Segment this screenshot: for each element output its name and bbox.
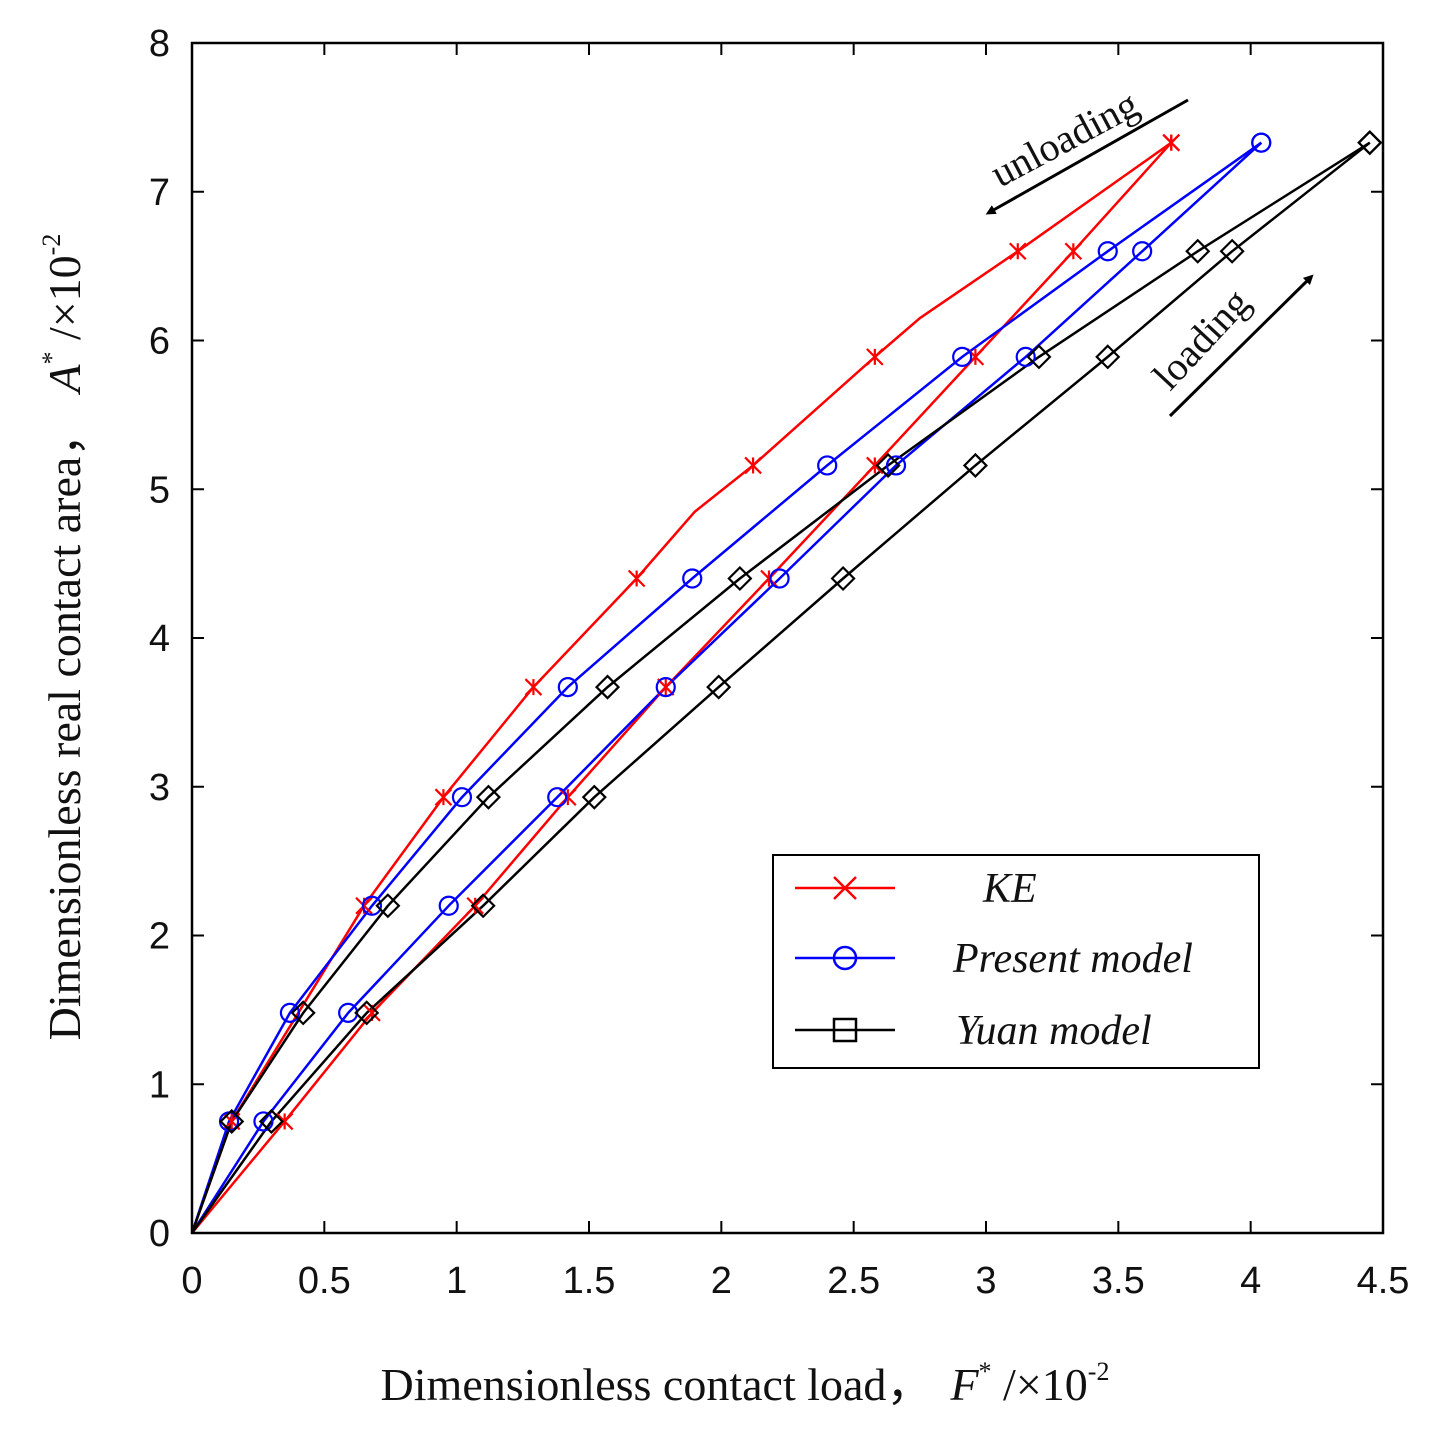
present-model-loading-point [769, 568, 790, 589]
yuan-model-loading-point [706, 674, 732, 700]
x-tick-label: 1 [446, 1260, 467, 1302]
yuan-model-unloading-line [190, 141, 1371, 1234]
x-tick-label: 3 [975, 1260, 996, 1302]
series-layer [190, 130, 1383, 1234]
loading-arrow [1168, 274, 1314, 418]
legend-entry-ke: KE [795, 866, 1037, 912]
yuan-model-unloading-point [1185, 238, 1211, 264]
yuan-model-loading-point [962, 452, 988, 479]
ke-unloading-point [744, 456, 762, 475]
yuan-model-loading-point [1095, 344, 1121, 370]
x-tick-label: 2 [711, 1260, 732, 1302]
x-tick-label: 4.5 [1357, 1260, 1410, 1302]
y-axis-label: Dimensionless real contact area，A* /×10-… [37, 234, 90, 1041]
ke-loading-point [1064, 242, 1083, 261]
x-tick-label: 1.5 [563, 1260, 616, 1302]
yuan-model-loading-point [581, 784, 607, 810]
ke-loading-point [760, 569, 778, 588]
legend-entry-yuan-model: Yuan model [795, 1008, 1152, 1054]
yuan-model-loading-point [470, 893, 496, 919]
present-model-unloading-point [952, 346, 973, 367]
present-model-unloading-point [682, 568, 703, 589]
y-tick-label: 8 [149, 23, 170, 65]
present-model-loading-point [655, 676, 676, 698]
present-model-unloading-point [361, 895, 383, 916]
legend-label-present-model: Present model [952, 936, 1193, 982]
ke-loading-point [275, 1112, 294, 1131]
x-tick-label: 4 [1240, 1260, 1261, 1302]
present-model-unloading-line [190, 141, 1263, 1234]
ke-unloading-point [524, 678, 543, 696]
ke-loading-line [191, 141, 1173, 1234]
yuan-model-unloading-point [1026, 344, 1052, 370]
x-tick-label: 3.5 [1092, 1260, 1145, 1302]
present-model-unloading-point [279, 1002, 301, 1023]
yuan-model-unloading-point [727, 565, 753, 592]
yuan-model-unloading-point [375, 893, 401, 919]
ticks-layer: 0 0.5 1 1.5 2 2.5 3 3.5 4 4.5 0 1 2 3 4 5 6 7 8 [149, 23, 1410, 1302]
legend-marker-present-model [832, 945, 858, 971]
y-tick-label: 6 [149, 321, 170, 363]
yuan-model-loading-point [258, 1108, 284, 1134]
ke-unloading-point [1008, 242, 1027, 261]
present-model-unloading-point [557, 676, 578, 698]
ke-unloading-point [1162, 133, 1181, 152]
x-tick-label: 2.5 [827, 1260, 880, 1302]
legend-label-yuan-model: Yuan model [956, 1008, 1152, 1054]
ke-loading-point [466, 896, 484, 915]
y-tick-label: 1 [149, 1064, 170, 1106]
present-model-loading-point [885, 455, 907, 476]
y-tick-label: 5 [149, 469, 170, 511]
present-model-loading-point [253, 1111, 274, 1132]
y-tick-label: 3 [149, 767, 170, 809]
legend-marker-ke [833, 876, 857, 900]
legend-box [772, 854, 1260, 1069]
present-model-unloading-point [1251, 132, 1272, 153]
present-model-loading-point [438, 895, 459, 916]
y-tick-label: 2 [149, 916, 170, 958]
yuan-model-unloading-point [1357, 130, 1383, 156]
present-model-unloading-point [451, 787, 473, 808]
y-tick-label: 4 [149, 618, 170, 660]
present-model-unloading-point [1097, 241, 1118, 262]
ke-loading-point [866, 456, 884, 475]
present-model-loading-point [1015, 346, 1036, 367]
present-model-loading-line [190, 141, 1263, 1234]
yuan-model-unloading-point [875, 452, 901, 479]
legend-marker-yuan-model [832, 1017, 858, 1043]
y-tick-label: 7 [149, 172, 170, 214]
yuan-model-loading-point [354, 1000, 380, 1026]
legend-entry-present-model: Present model [795, 936, 1193, 982]
x-tick-label: 0 [181, 1260, 202, 1302]
yuan-model-loading-point [1219, 238, 1245, 264]
loading-label: loading [1144, 280, 1259, 398]
ke-unloading-point [866, 348, 884, 366]
yuan-model-unloading-point [290, 1000, 316, 1026]
yuan-model-loading-line [190, 141, 1371, 1234]
yuan-model-unloading-point [475, 784, 501, 810]
loading-annotation: loading [1144, 274, 1314, 418]
present-model-loading-point [1132, 241, 1153, 262]
ke-unloading-point [434, 788, 453, 806]
x-axis-label: Dimensionless contact load， F* /×10-2 [381, 1357, 1110, 1410]
unloading-annotation: unloading [983, 81, 1189, 215]
unloading-arrow [985, 98, 1189, 215]
yuan-model-unloading-point [219, 1108, 245, 1134]
ke-unloading-line [190, 141, 1173, 1234]
legend: KE Present model Yuan model [772, 854, 1260, 1069]
yuan-model-loading-point [830, 565, 856, 592]
ke-loading-point [656, 678, 675, 696]
ke-loading-point [559, 788, 577, 806]
ke-unloading-point [627, 569, 646, 588]
present-model-unloading-point [817, 455, 838, 476]
present-model-loading-point [547, 787, 568, 808]
legend-label-ke: KE [982, 866, 1037, 912]
x-tick-label: 0.5 [298, 1260, 351, 1302]
yuan-model-unloading-point [594, 674, 621, 700]
y-tick-label: 0 [149, 1213, 170, 1255]
